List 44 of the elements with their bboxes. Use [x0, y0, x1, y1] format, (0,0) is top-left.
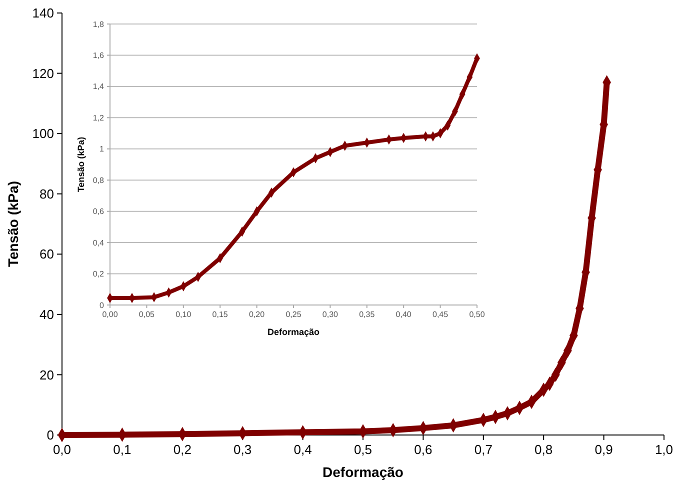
x-tick-label: 0,0 — [52, 442, 72, 457]
x-tick-label: 0,9 — [594, 442, 613, 457]
y-tick-label: 60 — [40, 246, 54, 262]
x-tick-label: 0,1 — [113, 442, 132, 457]
y-tick-label: 20 — [40, 367, 54, 382]
x-tick-label: 0,5 — [354, 442, 372, 457]
x-tick-label: 0,05 — [138, 310, 156, 319]
x-tick-label: 0,7 — [474, 442, 492, 457]
y-tick-label: 1,8 — [92, 20, 105, 29]
y-tick-label: 1,2 — [92, 113, 105, 122]
x-tick-label: 0,50 — [469, 310, 486, 319]
x-tick-label: 0,6 — [414, 442, 432, 457]
x-tick-label: 0,10 — [176, 310, 192, 319]
y-tick-label: 1,6 — [92, 51, 105, 60]
y-tick-label: 0 — [100, 300, 105, 310]
x-tick-label: 0,20 — [249, 310, 266, 319]
x-axis-title: Deformação — [267, 327, 320, 337]
y-tick-label: 0,8 — [92, 176, 105, 185]
x-tick-label: 0,4 — [294, 442, 312, 457]
y-tick-label: 0,6 — [92, 207, 105, 216]
x-axis-title: Deformação — [322, 464, 404, 480]
x-tick-label: 0,30 — [322, 310, 339, 319]
y-tick-label: 140 — [32, 6, 54, 21]
x-tick-label: 0,00 — [102, 310, 118, 319]
y-tick-label: 0,2 — [92, 270, 105, 279]
x-tick-label: 0,15 — [212, 310, 228, 319]
y-axis-title: Tensão (kPa) — [76, 136, 86, 192]
y-tick-label: 80 — [40, 186, 54, 202]
y-tick-label: 100 — [32, 126, 54, 142]
x-tick-label: 0,2 — [173, 442, 192, 457]
x-tick-label: 0,25 — [286, 310, 302, 319]
x-tick-label: 0,3 — [234, 442, 252, 457]
y-tick-label: 0 — [46, 428, 54, 443]
x-tick-label: 0,8 — [534, 442, 553, 457]
x-tick-label: 0,40 — [396, 310, 412, 319]
x-tick-label: 0,35 — [359, 310, 376, 319]
y-tick-label: 120 — [32, 66, 54, 81]
y-tick-label: 0,4 — [92, 238, 105, 248]
x-tick-label: 1,0 — [654, 442, 674, 457]
y-tick-label: 1,4 — [92, 82, 105, 92]
x-tick-label: 0,45 — [432, 310, 449, 319]
y-tick-label: 1 — [100, 144, 105, 154]
y-tick-label: 40 — [40, 306, 54, 322]
y-axis-title: Tensão (kPa) — [5, 180, 21, 268]
